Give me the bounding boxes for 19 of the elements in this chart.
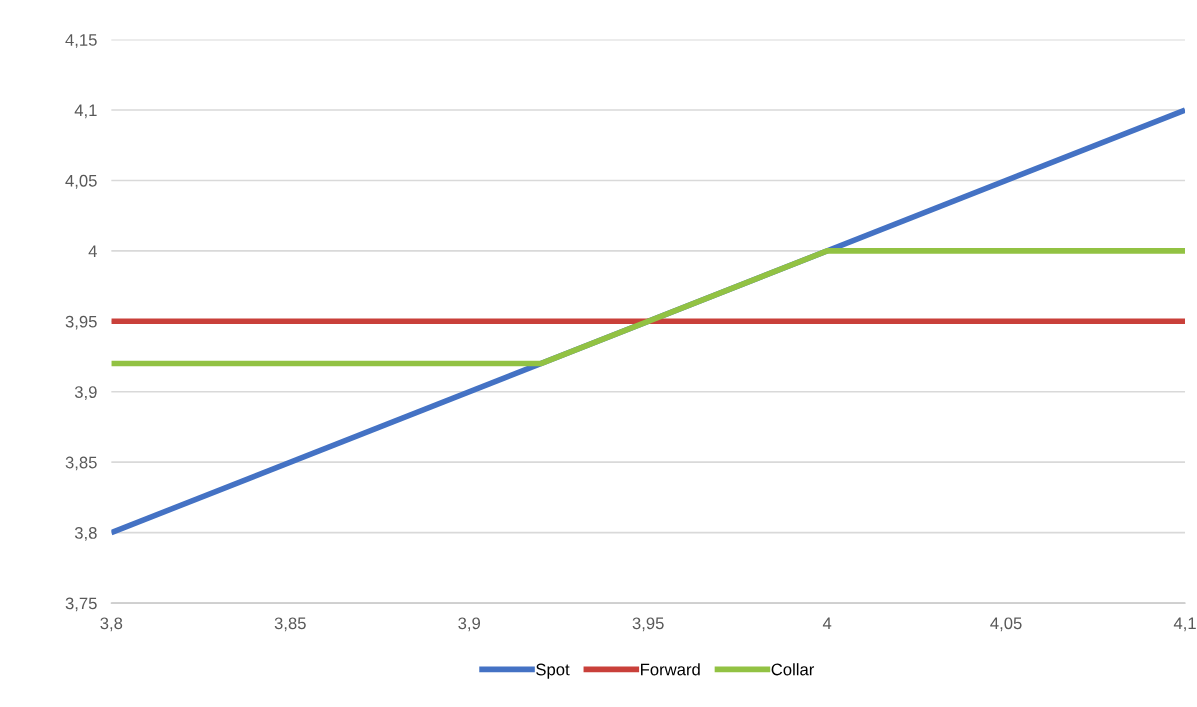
y-tick-label: 3,8 <box>74 527 97 541</box>
x-tick-label: 3,95 <box>632 617 664 632</box>
y-tick-label: 3,85 <box>65 456 97 471</box>
x-tick-label: 4,05 <box>990 617 1022 632</box>
y-tick-label: 3,9 <box>74 386 97 400</box>
x-tick-label: 3,85 <box>274 617 306 632</box>
y-tick-label: 3,95 <box>65 315 97 330</box>
x-tick-label: 4,1 <box>1173 617 1196 632</box>
x-tick-label: 3,9 <box>458 617 481 632</box>
y-tick-label: 4 <box>88 245 97 257</box>
y-tick-label: 4,1 <box>74 104 97 119</box>
y-tick-label: 3,75 <box>65 597 97 612</box>
y-tick-label: 4,05 <box>65 174 97 189</box>
x-tick-label: 4 <box>822 617 832 630</box>
y-tick-label: 4,15 <box>65 34 97 48</box>
x-tick-label: 3,8 <box>100 617 123 632</box>
legend-label: Forward <box>641 663 700 676</box>
legend-label: Collar <box>771 663 815 676</box>
legend-label: Spot <box>536 663 570 679</box>
